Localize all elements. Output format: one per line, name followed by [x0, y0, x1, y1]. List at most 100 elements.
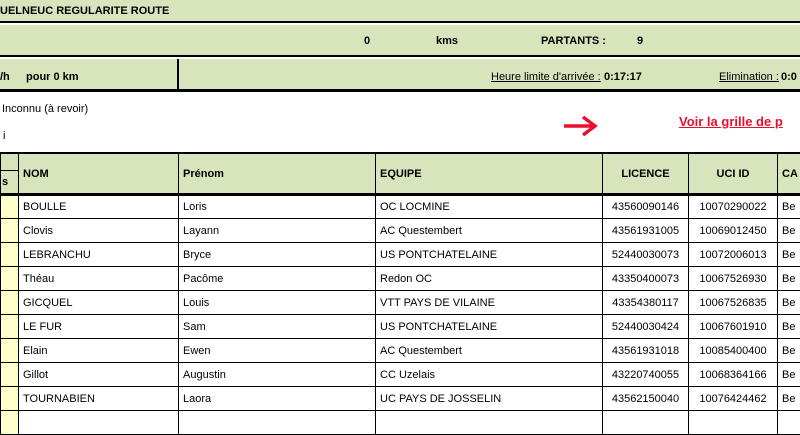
licence-cell: 43560090146: [603, 195, 689, 219]
licence-cell: 43561931005: [603, 219, 689, 243]
equipe-cell: US PONTCHATELAINE: [376, 315, 603, 339]
col-uci-id: UCI ID: [689, 153, 778, 195]
licence-cell: 43220740055: [603, 363, 689, 387]
prenom-cell: [179, 411, 376, 435]
heure-limite-label: Heure limite d'arrivée :: [491, 71, 601, 83]
distance-unit: kms: [436, 35, 458, 47]
licence-cell: 52440030073: [603, 243, 689, 267]
riders-table: s NOM Prénom EQUIPE LICENCE UCI ID CA BO…: [0, 152, 800, 435]
col-licence: LICENCE: [603, 153, 689, 195]
prenom-cell: Louis: [179, 291, 376, 315]
equipe-cell: UC PAYS DE JOSSELIN: [376, 387, 603, 411]
categorie-cell: Be: [778, 267, 800, 291]
col-nom: NOM: [19, 153, 179, 195]
right-arrow-icon[interactable]: [560, 112, 602, 143]
cell-divider: [177, 59, 179, 92]
licence-cell: 52440030424: [603, 315, 689, 339]
uci-cell: 10076424462: [689, 387, 778, 411]
nom-cell: TOURNABIEN: [19, 387, 179, 411]
equipe-cell: OC LOCMINE: [376, 195, 603, 219]
col-equipe: EQUIPE: [376, 153, 603, 195]
categorie-cell: Be: [778, 195, 800, 219]
uci-cell: [689, 411, 778, 435]
table-row: Clovis Layann AC Questembert 43561931005…: [1, 219, 800, 243]
dossard-cell: [1, 219, 19, 243]
nom-cell: GICQUEL: [19, 291, 179, 315]
equipe-cell: AC Questembert: [376, 219, 603, 243]
prenom-cell: Pacôme: [179, 267, 376, 291]
categorie-cell: Be: [778, 315, 800, 339]
table-row: TOURNABIEN Laora UC PAYS DE JOSSELIN 435…: [1, 387, 800, 411]
dossard-cell: [1, 315, 19, 339]
categorie-cell: Be: [778, 291, 800, 315]
dossard-cell: [1, 411, 19, 435]
dossard-cell: [1, 339, 19, 363]
elimination-label: Elimination :: [719, 71, 779, 83]
uci-cell: 10068364166: [689, 363, 778, 387]
table-row-partial: [1, 411, 800, 435]
equipe-cell: US PONTCHATELAINE: [376, 243, 603, 267]
nom-cell: Clovis: [19, 219, 179, 243]
equipe-cell: [376, 411, 603, 435]
partants-value: 9: [637, 35, 643, 47]
dossard-cell: [1, 267, 19, 291]
limits-band: /h pour 0 km Heure limite d'arrivée : 0:…: [0, 59, 800, 92]
categorie-cell: Be: [778, 243, 800, 267]
licence-cell: 43561931018: [603, 339, 689, 363]
speed-suffix: /h: [0, 71, 10, 83]
note-partial: i: [3, 130, 5, 142]
prenom-cell: Layann: [179, 219, 376, 243]
table-row: LE FUR Sam US PONTCHATELAINE 52440030424…: [1, 315, 800, 339]
pour-km-label: pour 0 km: [26, 71, 79, 83]
page-title: UELNEUC REGULARITE ROUTE: [0, 5, 169, 17]
title-band: UELNEUC REGULARITE ROUTE: [0, 0, 800, 23]
equipe-cell: VTT PAYS DE VILAINE: [376, 291, 603, 315]
partants-label: PARTANTS :: [541, 35, 606, 47]
nom-cell: Gillot: [19, 363, 179, 387]
nom-cell: LEBRANCHU: [19, 243, 179, 267]
nom-cell: BOULLE: [19, 195, 179, 219]
prenom-cell: Ewen: [179, 339, 376, 363]
table-row: Gillot Augustin CC Uzelais 43220740055 1…: [1, 363, 800, 387]
prenom-cell: Laora: [179, 387, 376, 411]
uci-cell: 10067526930: [689, 267, 778, 291]
col0-header-label: s: [1, 171, 18, 193]
col0-header-top: [1, 154, 18, 171]
dossard-cell: [1, 387, 19, 411]
distance-value: 0: [364, 35, 370, 47]
table-row: BOULLE Loris OC LOCMINE 43560090146 1007…: [1, 195, 800, 219]
prenom-cell: Bryce: [179, 243, 376, 267]
dossard-cell: [1, 363, 19, 387]
categorie-cell: Be: [778, 339, 800, 363]
table-row: GICQUEL Louis VTT PAYS DE VILAINE 433543…: [1, 291, 800, 315]
licence-cell: 43354380117: [603, 291, 689, 315]
categorie-cell: Be: [778, 363, 800, 387]
equipe-cell: AC Questembert: [376, 339, 603, 363]
dossard-cell: [1, 243, 19, 267]
uci-cell: 10085400400: [689, 339, 778, 363]
categorie-cell: Be: [778, 387, 800, 411]
table-header-row: s NOM Prénom EQUIPE LICENCE UCI ID CA: [1, 153, 800, 195]
equipe-cell: CC Uzelais: [376, 363, 603, 387]
table-row: Théau Pacôme Redon OC 43350400073 100675…: [1, 267, 800, 291]
col-categorie: CA: [778, 153, 800, 195]
nom-cell: LE FUR: [19, 315, 179, 339]
nom-cell: Théau: [19, 267, 179, 291]
note-inconnu: Inconnu (à revoir): [2, 103, 88, 115]
licence-cell: [603, 411, 689, 435]
nom-cell: [19, 411, 179, 435]
uci-cell: 10067526835: [689, 291, 778, 315]
prenom-cell: Sam: [179, 315, 376, 339]
dossard-cell: [1, 291, 19, 315]
grid-link[interactable]: Voir la grille de p: [679, 114, 783, 129]
categorie-cell: Be: [778, 219, 800, 243]
col-prenom: Prénom: [179, 153, 376, 195]
heure-limite-value: 0:17:17: [604, 71, 642, 83]
prenom-cell: Loris: [179, 195, 376, 219]
uci-cell: 10067601910: [689, 315, 778, 339]
uci-cell: 10070290022: [689, 195, 778, 219]
categorie-cell: [778, 411, 800, 435]
prenom-cell: Augustin: [179, 363, 376, 387]
licence-cell: 43562150040: [603, 387, 689, 411]
elimination-value: 0:0: [781, 71, 797, 83]
